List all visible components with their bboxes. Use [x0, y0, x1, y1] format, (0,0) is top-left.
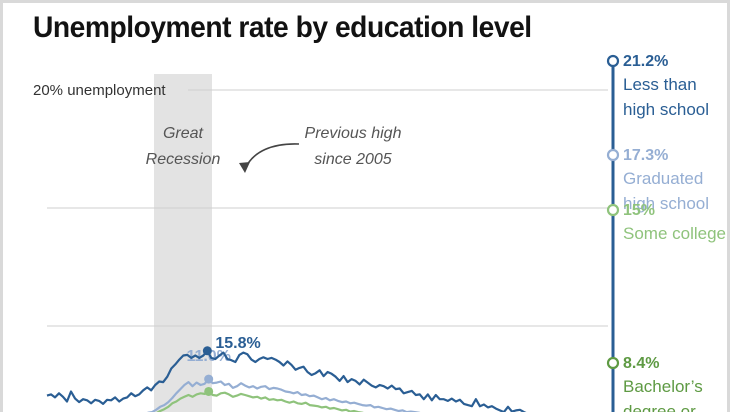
peak-marker-1 [204, 374, 214, 384]
annotation-line2: since 2005 [314, 151, 391, 168]
endpoint-name-0-b: high school [623, 100, 709, 119]
endpoint-name-3-b: degree or [623, 402, 696, 412]
endpoint-name-2: Some college [623, 224, 726, 243]
series-line-2 [156, 390, 364, 412]
recession-label-line1: Great [163, 125, 204, 142]
endpoint-value-3: 8.4% [623, 355, 659, 372]
annotation-arrow [244, 143, 300, 170]
endpoint-name-3: Bachelor’s [623, 377, 703, 396]
peak-label-0: 15.8% [215, 335, 260, 352]
peak-marker-2 [204, 386, 214, 396]
series-layer: 8.9%11.0%15.8% [46, 335, 527, 412]
y-axis-top-label: 20% unemployment [33, 82, 166, 99]
endpoint-name-0: Less than [623, 75, 697, 94]
endpoint-value-1: 17.3% [623, 147, 668, 164]
annotation-line1: Previous high [305, 125, 402, 142]
endpoint-value-0: 21.2% [623, 53, 668, 70]
series-line-0 [46, 349, 527, 412]
endpoint-labels: 21.2% Less than high school 17.3% Graduated h… [606, 53, 726, 412]
endpoint-marker-1 [606, 148, 620, 162]
series-line-1 [146, 378, 421, 412]
chart-title: Unemployment rate by education level [33, 11, 532, 44]
peak-marker-0 [202, 346, 212, 356]
endpoint-marker-2 [606, 203, 620, 217]
peak-label-1: 11.0% [186, 348, 230, 365]
line-chart: Great Recession 20% unemployment Previou… [33, 53, 726, 412]
annotation-arrowhead [239, 162, 250, 173]
recession-label-line2: Recession [146, 151, 221, 168]
endpoint-marker-0 [606, 54, 620, 68]
endpoint-value-2: 15% [623, 202, 655, 219]
endpoint-name-1: Graduated [623, 169, 703, 188]
endpoint-name-1-b: high school [623, 194, 709, 213]
endpoint-marker-3 [606, 356, 620, 370]
